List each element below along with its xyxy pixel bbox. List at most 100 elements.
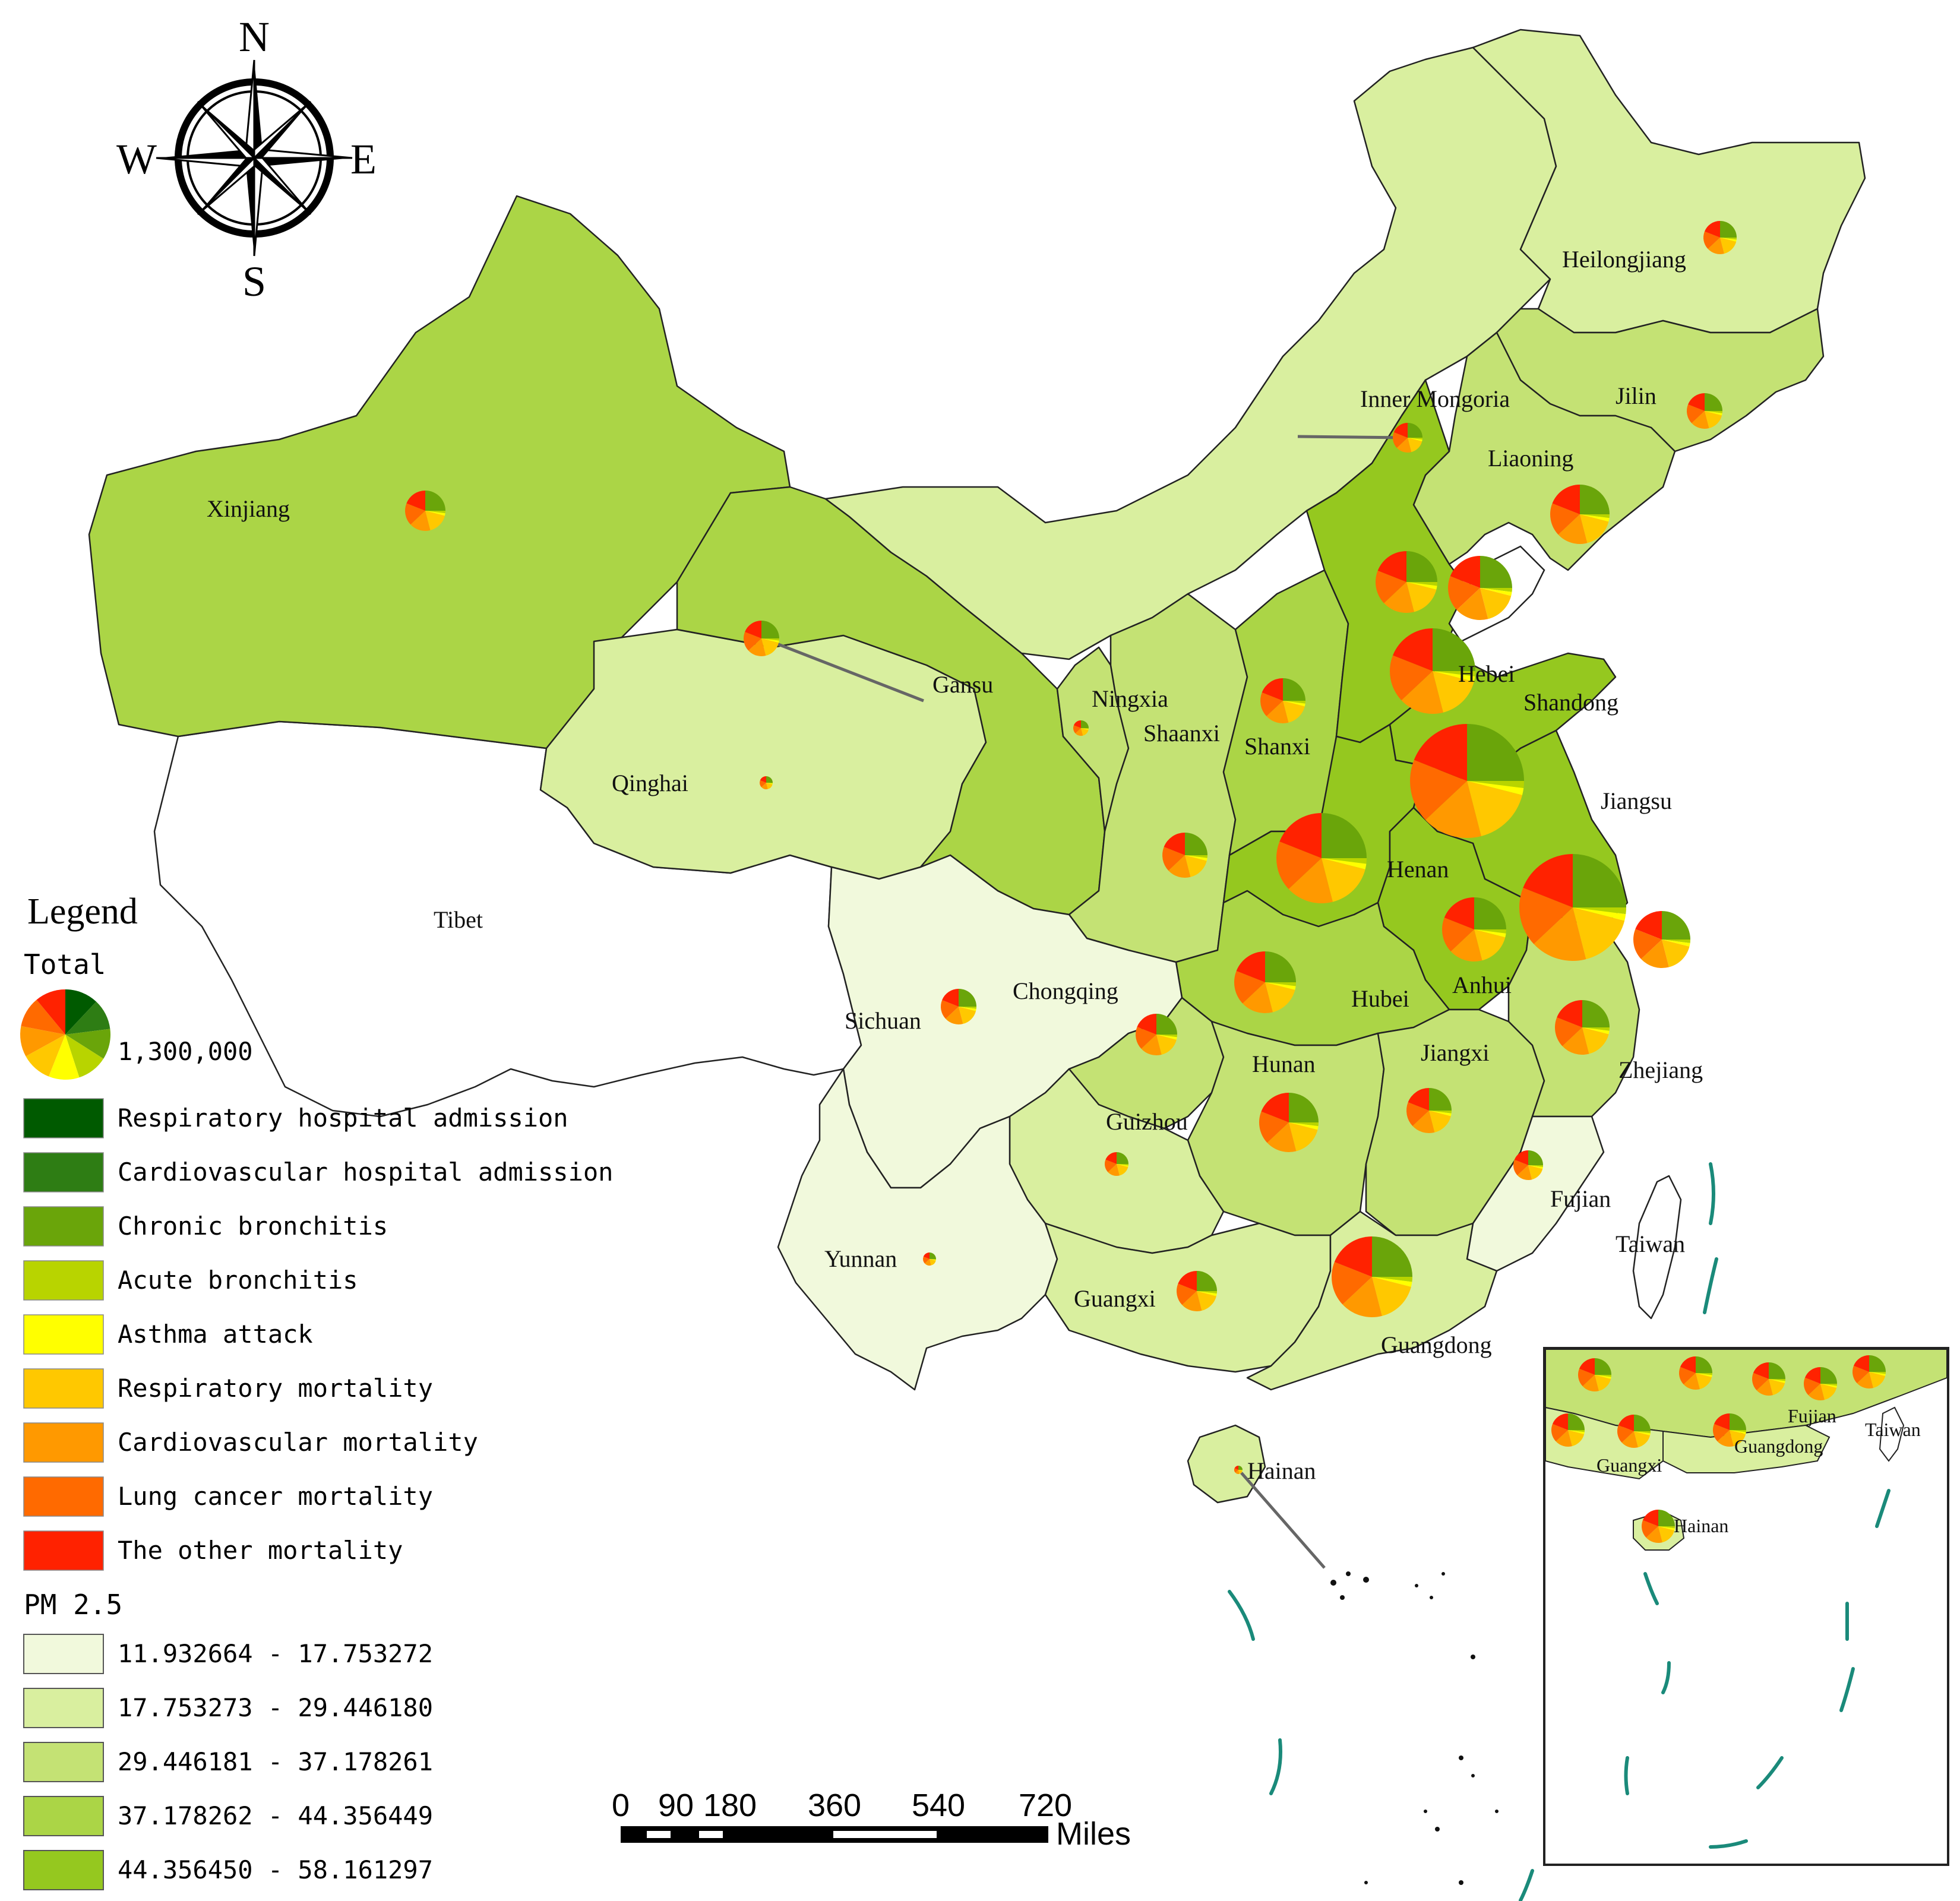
pie-inset-2-slice [1680,1356,1696,1373]
pie-jiangsu-slice [1519,887,1573,944]
pie-shanxi-slice [1266,701,1289,723]
pie-xinjiang-slice [405,503,425,525]
label-zhejiang: Zhejiang [1618,1057,1703,1083]
pie-guangdong [1332,1236,1412,1317]
pie-anhui-slice [1474,929,1507,934]
scale-bar-segment [699,1831,723,1838]
legend-swatch [23,1476,104,1517]
pie-hebei-slice [1393,628,1433,671]
pie-henan-slice [1322,858,1367,864]
inset-maritime-dash [1661,1661,1671,1694]
label-jilin: Jilin [1616,382,1656,409]
pie-inset-2-slice [1679,1367,1696,1385]
pie-beijing-slice [1406,582,1437,586]
legend-total-pie-chart [20,989,110,1080]
pie-jiangxi-slice [1429,1088,1452,1111]
pie-hunan-slice [1289,1093,1319,1122]
pie-liaoning-slice [1558,514,1588,544]
pie-inner-mongolia-slice [1408,438,1422,440]
legend-swatch [23,1206,104,1247]
pie-fujian-slice [1528,1165,1543,1169]
pie-inset-4-slice [1804,1377,1820,1396]
legend-category-label: Chronic bronchitis [118,1212,388,1241]
pie-ningxia-slice [1081,728,1089,736]
pie-heilongjiang-slice [1704,221,1720,238]
pie-chongqing [1136,1014,1177,1055]
pie-jilin-slice [1705,393,1722,411]
legend-pm-label: 44.356450 - 58.161297 [118,1855,433,1884]
legend-category-label: Cardiovascular mortality [118,1428,478,1457]
pie-hainan-slice [1238,1470,1243,1471]
leader-line-gansu [763,637,924,703]
pie-xinjiang-slice [410,511,431,531]
pie-yunnan-slice [930,1259,936,1261]
label-jiangsu: Jiangsu [1601,787,1672,814]
legend-total-pie-chart-slice [36,989,65,1035]
pie-hubei-slice [1265,982,1296,986]
pie-guizhou-slice [1117,1164,1128,1167]
label-shanxi: Shanxi [1244,733,1310,760]
pie-inset-5-slice [1853,1355,1869,1372]
pie-qinghai-slice [766,783,773,785]
label-hubei: Hubei [1351,985,1409,1012]
south-sea-islands [1330,1571,1499,1885]
pie-inset-9-slice [1658,1526,1675,1543]
pie-shaanxi-slice [1164,833,1185,855]
pie-inset-8 [1713,1413,1746,1447]
pie-jiangxi-slice [1408,1088,1429,1111]
legend-total-pie-chart-slice [20,1026,66,1057]
pie-inset-7-slice [1618,1415,1634,1431]
pie-hainan-slice [1238,1466,1243,1470]
pie-jilin-slice [1705,411,1722,429]
pie-jiangxi [1406,1088,1452,1134]
legend-swatch [23,1530,104,1571]
pie-inset-8-slice [1730,1430,1746,1432]
maritime-dash [1228,1590,1255,1641]
pie-jiangsu-slice [1523,854,1573,907]
pie-sichuan-slice [959,1007,976,1011]
pie-qinghai-slice [760,776,766,783]
pie-inset-3-slice [1756,1379,1773,1396]
pie-jiangsu-slice [1573,907,1626,921]
legend-swatch [23,1368,104,1409]
legend-swatch [23,1422,104,1463]
pie-heilongjiang-slice [1720,238,1737,242]
label-henan: Henan [1387,856,1449,883]
pie-yunnan [923,1252,937,1266]
pie-inset-8-slice [1713,1424,1730,1442]
scale-bar-tick-label: 90 [658,1788,694,1823]
pie-hubei-slice [1236,951,1265,982]
pie-gansu-slice [744,631,761,651]
pie-inset-6-slice [1568,1413,1585,1430]
pie-henan-slice [1322,858,1367,869]
legend-pm-label: 37.178262 - 44.356449 [118,1801,433,1830]
pie-inset-8-slice [1714,1413,1730,1430]
pie-zhejiang-slice [1557,1000,1582,1027]
pie-hebei-slice [1433,671,1475,682]
pie-gansu-slice [761,621,779,638]
inset-label-taiwan: Taiwan [1865,1419,1921,1440]
pie-inset-9-slice [1642,1510,1658,1526]
label-inner-mongolia: Inner Mongoria [1360,385,1510,412]
pie-shanghai-slice [1662,940,1690,944]
pie-jiangsu [1519,854,1626,961]
label-taiwan: Taiwan [1616,1231,1685,1257]
pie-shaanxi [1162,833,1207,878]
pie-shanghai-slice [1662,940,1690,947]
pie-beijing-slice [1377,551,1406,582]
legend-total-pie-chart-slice [26,1035,65,1077]
pie-guangdong-slice [1334,1236,1372,1277]
label-jiangxi: Jiangxi [1421,1039,1490,1066]
pie-fujian-slice [1514,1150,1528,1165]
pie-shanxi-slice [1283,701,1305,704]
pie-inset-1-slice [1595,1375,1611,1391]
pie-inset-5 [1852,1355,1886,1388]
pie-jilin-slice [1688,393,1705,411]
legend-title: Legend [27,891,138,932]
pie-inset-7-slice [1634,1431,1651,1448]
pie-henan-slice [1322,813,1367,858]
inset-label-fujian: Fujian [1788,1405,1836,1426]
pie-beijing-slice [1406,582,1437,590]
pie-inset-3 [1752,1362,1785,1396]
pie-jilin-slice [1705,411,1722,413]
